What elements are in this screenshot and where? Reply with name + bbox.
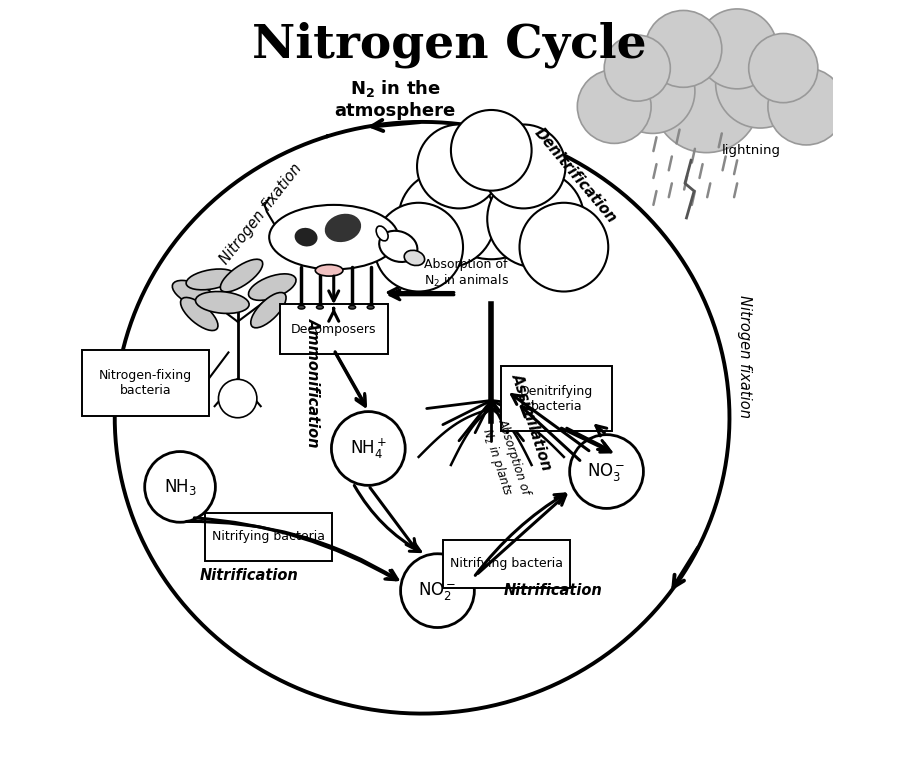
Circle shape xyxy=(374,203,463,292)
Circle shape xyxy=(749,33,818,103)
Ellipse shape xyxy=(376,226,388,241)
Ellipse shape xyxy=(180,297,218,330)
Text: Nitrogen fixation: Nitrogen fixation xyxy=(217,161,304,267)
Text: $\mathbf{N_2}$ in the
atmosphere: $\mathbf{N_2}$ in the atmosphere xyxy=(335,78,456,120)
Text: Nitrifying bacteria: Nitrifying bacteria xyxy=(212,530,325,543)
Circle shape xyxy=(577,70,651,143)
FancyBboxPatch shape xyxy=(444,540,570,587)
Ellipse shape xyxy=(325,214,361,242)
Circle shape xyxy=(401,553,474,628)
Circle shape xyxy=(218,379,257,418)
Circle shape xyxy=(481,125,566,208)
Circle shape xyxy=(431,139,551,259)
Text: Nitrogen fixation: Nitrogen fixation xyxy=(737,295,753,418)
Text: Denitrification: Denitrification xyxy=(532,125,620,226)
Text: Absorption of
N$_2$ in plants: Absorption of N$_2$ in plants xyxy=(477,417,532,502)
Circle shape xyxy=(145,451,216,522)
Circle shape xyxy=(716,39,805,128)
Circle shape xyxy=(697,9,777,89)
Text: Nitrogen Cycle: Nitrogen Cycle xyxy=(251,22,647,68)
Circle shape xyxy=(569,435,643,509)
Ellipse shape xyxy=(367,306,374,309)
FancyBboxPatch shape xyxy=(82,351,209,416)
Text: Nitrogen-fixing
bacteria: Nitrogen-fixing bacteria xyxy=(99,369,192,397)
Ellipse shape xyxy=(251,293,286,328)
Ellipse shape xyxy=(196,292,249,313)
Text: Denitrifying
bacteria: Denitrifying bacteria xyxy=(520,385,594,413)
Text: Nitrifying bacteria: Nitrifying bacteria xyxy=(450,557,563,570)
Circle shape xyxy=(604,35,670,101)
Text: Ammonification: Ammonification xyxy=(305,318,321,448)
Ellipse shape xyxy=(348,306,356,309)
Circle shape xyxy=(653,45,761,152)
Ellipse shape xyxy=(249,274,296,300)
Circle shape xyxy=(520,203,608,292)
Circle shape xyxy=(331,412,405,485)
Circle shape xyxy=(451,110,532,190)
Ellipse shape xyxy=(404,250,425,265)
Text: NH$_3$: NH$_3$ xyxy=(163,477,197,497)
Circle shape xyxy=(399,170,496,267)
Ellipse shape xyxy=(220,259,263,292)
Ellipse shape xyxy=(316,306,323,309)
Text: NH$_4^+$: NH$_4^+$ xyxy=(349,437,387,461)
Ellipse shape xyxy=(298,306,305,309)
Text: Nitrification: Nitrification xyxy=(504,583,603,598)
FancyBboxPatch shape xyxy=(501,366,612,431)
Ellipse shape xyxy=(172,280,218,309)
Text: lightning: lightning xyxy=(722,144,780,157)
Text: Decomposers: Decomposers xyxy=(291,323,376,336)
Circle shape xyxy=(488,170,584,267)
Text: Nitrification: Nitrification xyxy=(200,568,298,583)
Text: NO$_3^-$: NO$_3^-$ xyxy=(587,461,626,482)
Circle shape xyxy=(645,11,722,87)
Text: NO$_2^-$: NO$_2^-$ xyxy=(418,580,457,601)
Circle shape xyxy=(417,125,501,208)
Ellipse shape xyxy=(315,265,343,276)
FancyBboxPatch shape xyxy=(280,304,388,354)
Ellipse shape xyxy=(269,205,399,269)
Ellipse shape xyxy=(186,269,235,289)
Circle shape xyxy=(611,49,695,133)
Text: Absorption of
N$_2$ in animals: Absorption of N$_2$ in animals xyxy=(425,258,509,289)
Ellipse shape xyxy=(379,231,418,262)
FancyBboxPatch shape xyxy=(205,513,332,560)
Ellipse shape xyxy=(295,228,318,246)
Text: Assimilation: Assimilation xyxy=(509,371,555,472)
Circle shape xyxy=(768,68,845,145)
